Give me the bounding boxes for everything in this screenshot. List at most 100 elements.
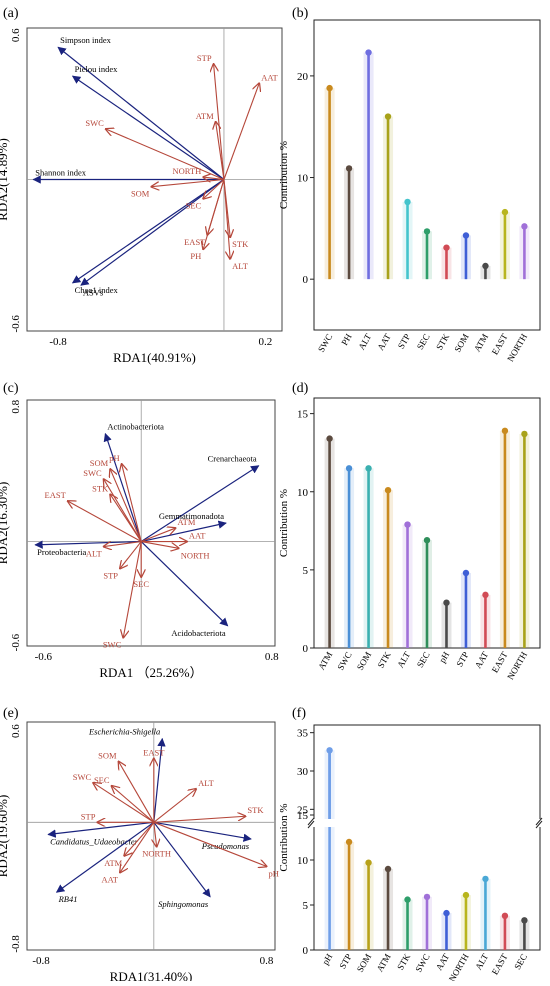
bar-chart-d: 0 5 10 15 Contribution % ATM SWC SOM STK ALT SEC pH… bbox=[278, 397, 541, 682]
axis-break-gap bbox=[308, 819, 546, 827]
panel-label-f: (f) bbox=[292, 706, 306, 721]
bar-tip bbox=[384, 486, 392, 494]
env-label: AAT bbox=[101, 874, 118, 884]
x-tick-label: -0.6 bbox=[35, 651, 53, 663]
env-label: ATM bbox=[196, 111, 214, 121]
y-tick-label: 0.8 bbox=[10, 399, 22, 413]
env-label: SOM bbox=[131, 189, 150, 199]
env-arrow bbox=[141, 528, 175, 543]
env-label: ALT bbox=[86, 549, 103, 559]
category-label: EAST bbox=[490, 332, 510, 357]
env-label: STP bbox=[81, 811, 96, 821]
y-axis-title: Contribution % bbox=[278, 141, 290, 209]
env-label: SOM bbox=[90, 458, 109, 468]
bar-tip bbox=[443, 599, 450, 606]
env-label: STK bbox=[232, 239, 249, 249]
category-label: pH bbox=[320, 952, 334, 967]
category-label: NORTH bbox=[505, 332, 529, 364]
env-arrow bbox=[203, 177, 225, 179]
env-arrow bbox=[120, 822, 155, 872]
category-label: EAST bbox=[490, 952, 510, 977]
env-arrow bbox=[122, 464, 142, 542]
species-arrow bbox=[140, 465, 260, 543]
bar-tip bbox=[482, 262, 489, 270]
y-tick-label: 35 bbox=[297, 728, 309, 740]
env-arrow bbox=[110, 469, 142, 542]
x-axis-title: RDA1 （25.26%） bbox=[99, 665, 202, 680]
env-label: SWC bbox=[103, 640, 122, 650]
y-axis-title: RDA2(16.30%) bbox=[0, 482, 10, 565]
category-label: STK bbox=[376, 650, 393, 670]
species-arrow bbox=[34, 540, 142, 549]
env-label: STK bbox=[92, 483, 109, 493]
x-tick-label: 0.2 bbox=[259, 336, 273, 348]
env-label: SWC bbox=[73, 772, 92, 782]
bar-tip bbox=[501, 912, 509, 919]
env-arrow bbox=[93, 783, 155, 823]
env-arrow bbox=[214, 64, 225, 180]
y-tick-label: 10 bbox=[297, 855, 309, 867]
category-label: ALT bbox=[356, 332, 373, 352]
category-label: AAT bbox=[434, 952, 452, 973]
bar-tip bbox=[443, 244, 450, 251]
species-label: Shannon index bbox=[35, 168, 87, 178]
env-label: pH bbox=[109, 453, 119, 463]
env-label: STP bbox=[103, 570, 118, 580]
env-arrow bbox=[203, 179, 225, 199]
bar-tip bbox=[404, 198, 411, 206]
y-axis-title: Contribution % bbox=[278, 489, 290, 557]
species-arrow bbox=[153, 737, 166, 823]
category-label: SOM bbox=[452, 332, 470, 354]
category-label: ALT bbox=[395, 650, 412, 670]
env-label: EAST bbox=[143, 747, 165, 757]
species-label: Pseudomonas bbox=[201, 841, 250, 851]
env-label: SEC bbox=[94, 775, 110, 785]
env-arrow bbox=[153, 816, 246, 823]
category-label: SOM bbox=[355, 952, 373, 974]
species-label: Chao1 index bbox=[75, 285, 119, 295]
rda-biplot-c: -0.6 0.8 0.8 -0.6 RDA1 （25.26%） RDA2(16.30%) A… bbox=[0, 399, 279, 680]
species-arrow bbox=[71, 179, 225, 284]
env-arrow bbox=[119, 762, 155, 823]
y-axis-title: RDA2(14.89%) bbox=[0, 138, 10, 221]
y-tick-label: 25 bbox=[297, 804, 309, 816]
category-label: SWC bbox=[316, 332, 334, 354]
category-label: EAST bbox=[490, 650, 510, 675]
bar-tip bbox=[384, 865, 392, 873]
species-arrow bbox=[47, 821, 154, 838]
env-label: NORTH bbox=[142, 849, 171, 859]
bar-tip bbox=[482, 875, 489, 883]
species-label: Gemmatimonadota bbox=[159, 511, 224, 521]
env-arrow bbox=[223, 83, 259, 180]
env-label: STP bbox=[197, 53, 212, 63]
x-axis-title: RDA1(31.40%) bbox=[110, 969, 193, 981]
species-arrow bbox=[141, 520, 227, 543]
y-tick-label: 10 bbox=[297, 173, 309, 185]
y-tick-label: 0.6 bbox=[10, 28, 22, 42]
species-arrow bbox=[80, 179, 225, 286]
bar-tip bbox=[326, 84, 333, 92]
bar-tip bbox=[521, 917, 528, 924]
bar-tip bbox=[423, 536, 431, 544]
bar-tip bbox=[365, 49, 372, 56]
category-label: ATM bbox=[316, 650, 334, 671]
species-label: Crenarchaeota bbox=[208, 454, 257, 464]
x-tick-label: -0.8 bbox=[49, 336, 67, 348]
panel-label-b: (b) bbox=[292, 6, 309, 21]
env-arrow bbox=[153, 789, 196, 823]
bar-tip bbox=[462, 232, 470, 239]
y-tick-label: 15 bbox=[297, 409, 309, 421]
env-label: pH bbox=[269, 868, 279, 878]
plot-frame bbox=[26, 399, 276, 647]
category-label: PH bbox=[339, 332, 354, 347]
species-label: RB41 bbox=[58, 894, 78, 904]
category-label: NORTH bbox=[505, 650, 529, 682]
bar-tip bbox=[423, 228, 431, 235]
env-arrow bbox=[154, 822, 157, 846]
bar-tip bbox=[345, 165, 353, 172]
y-axis-title: RDA2(19.60%) bbox=[0, 795, 10, 878]
category-label: AAT bbox=[375, 332, 393, 353]
species-label: ASVs bbox=[83, 287, 103, 297]
env-label: ATM bbox=[104, 858, 122, 868]
